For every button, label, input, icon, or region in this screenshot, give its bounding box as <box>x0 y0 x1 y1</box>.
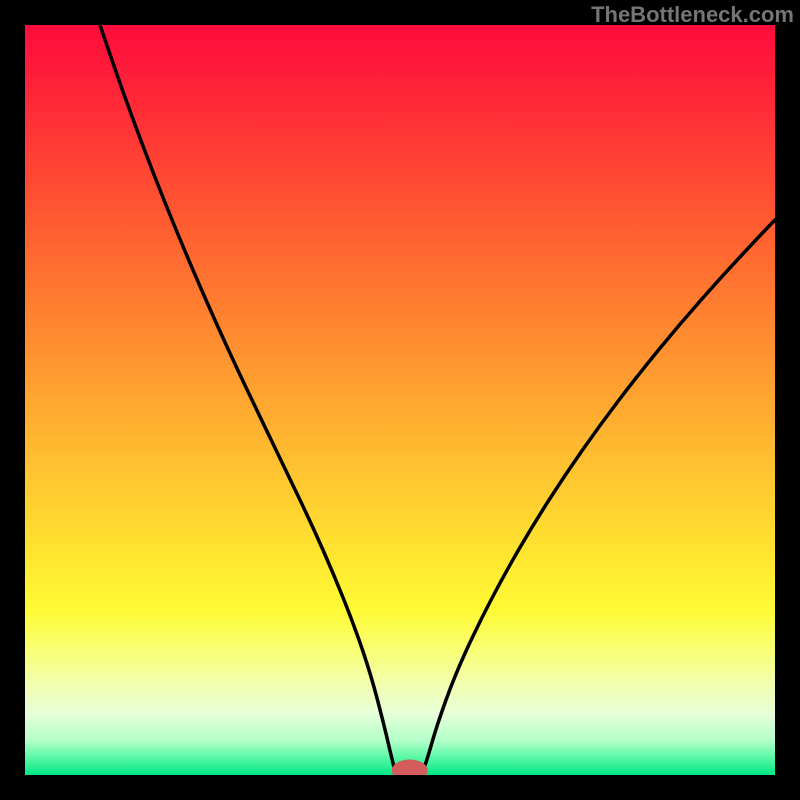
watermark-text: TheBottleneck.com <box>591 2 794 28</box>
gradient-background <box>25 25 775 775</box>
chart-svg <box>25 25 775 775</box>
plot-area <box>25 25 775 775</box>
chart-frame: TheBottleneck.com <box>0 0 800 800</box>
